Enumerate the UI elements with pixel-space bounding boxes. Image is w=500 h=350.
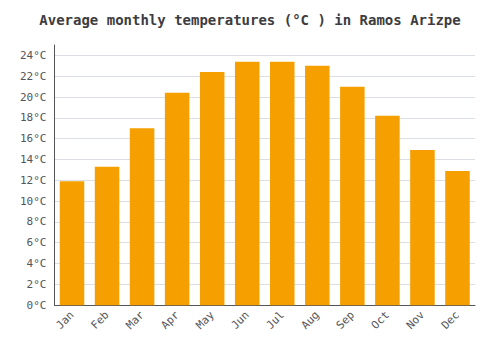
svg-text:24°C: 24°C — [20, 49, 47, 62]
svg-text:10°C: 10°C — [20, 195, 47, 208]
svg-text:20°C: 20°C — [20, 91, 47, 104]
svg-text:Jul: Jul — [264, 309, 287, 332]
svg-text:2°C: 2°C — [27, 278, 47, 291]
svg-text:Oct: Oct — [369, 309, 392, 332]
svg-text:Nov: Nov — [404, 308, 427, 331]
svg-text:6°C: 6°C — [27, 236, 47, 249]
svg-text:12°C: 12°C — [20, 174, 47, 187]
svg-text:Sep: Sep — [334, 309, 357, 332]
svg-text:Apr: Apr — [159, 308, 182, 331]
svg-text:22°C: 22°C — [20, 70, 47, 83]
svg-text:Jun: Jun — [229, 309, 252, 332]
svg-text:Aug: Aug — [299, 309, 322, 332]
svg-text:Feb: Feb — [88, 309, 111, 332]
svg-text:4°C: 4°C — [27, 257, 47, 270]
svg-text:Dec: Dec — [439, 309, 462, 332]
svg-text:16°C: 16°C — [20, 132, 47, 145]
svg-text:Average monthly temperatures (: Average monthly temperatures (°C ) in Ra… — [39, 12, 460, 28]
svg-text:May: May — [194, 308, 217, 331]
svg-text:Jan: Jan — [53, 309, 76, 332]
svg-text:Mar: Mar — [123, 308, 146, 331]
svg-text:18°C: 18°C — [20, 111, 47, 124]
svg-text:0°C: 0°C — [27, 299, 47, 312]
svg-text:14°C: 14°C — [20, 153, 47, 166]
svg-text:8°C: 8°C — [27, 215, 47, 228]
